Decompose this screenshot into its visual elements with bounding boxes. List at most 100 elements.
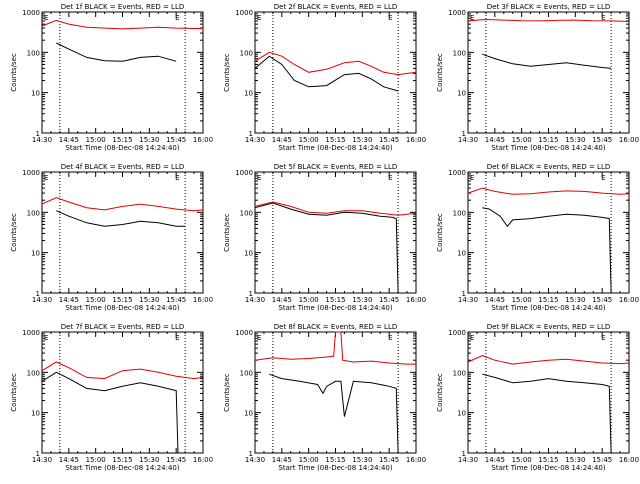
x-tick-label: 15:00 <box>299 136 319 144</box>
y-tick-label: 1000 <box>448 329 466 337</box>
x-tick-label: 14:45 <box>485 296 505 304</box>
interval-marker: E <box>470 14 474 22</box>
y-tick-label: 1 <box>36 290 40 298</box>
interval-marker: E <box>388 334 392 342</box>
interval-marker: E <box>388 14 392 22</box>
interval-marker: E <box>175 174 179 182</box>
plot-frame <box>41 11 204 134</box>
x-tick-label: 15:30 <box>139 456 159 464</box>
y-axis-label: Counts/sec <box>436 53 444 92</box>
chart-title: Det 6f BLACK = Events, RED = LLD <box>487 163 610 171</box>
x-tick-label: 15:30 <box>139 136 159 144</box>
y-tick-label: 100 <box>27 209 40 217</box>
x-tick-label: 15:00 <box>512 296 532 304</box>
y-tick-label: 10 <box>31 250 40 258</box>
series-line-lld <box>467 18 630 22</box>
interval-marker: E <box>175 334 179 342</box>
x-tick-label: 15:30 <box>565 296 585 304</box>
x-axis-label: Start Time (08-Dec-08 14:24:40) <box>65 144 179 152</box>
chart-title: Det 7f BLACK = Events, RED = LLD <box>61 323 184 331</box>
y-tick-label: 1 <box>36 130 40 138</box>
y-axis-label: Counts/sec <box>436 213 444 252</box>
x-axis-label: Start Time (08-Dec-08 14:24:40) <box>65 304 179 312</box>
y-tick-label: 1000 <box>448 169 466 177</box>
interval-marker: E <box>257 14 261 22</box>
y-tick-label: 1000 <box>235 329 253 337</box>
chart-panel-7: Det 7f BLACK = Events, RED = LLD E E 1 10 100… <box>10 323 213 472</box>
y-axis-label: Counts/sec <box>223 213 231 252</box>
x-tick-label: 14:30 <box>458 456 478 464</box>
x-tick-label: 15:45 <box>379 456 399 464</box>
x-tick-label: 15:15 <box>325 136 345 144</box>
x-tick-label: 15:30 <box>139 296 159 304</box>
x-tick-label: 14:30 <box>32 136 52 144</box>
x-tick-label: 14:30 <box>32 456 52 464</box>
x-tick-label: 14:45 <box>272 296 292 304</box>
x-tick-label: 15:45 <box>379 296 399 304</box>
interval-marker: E <box>44 174 48 182</box>
y-tick-label: 1000 <box>22 9 40 17</box>
x-tick-label: 14:30 <box>458 136 478 144</box>
x-tick-label: 15:15 <box>112 456 132 464</box>
y-tick-label: 10 <box>31 410 40 418</box>
x-tick-label: 15:00 <box>512 456 532 464</box>
plot-frame <box>254 11 417 134</box>
plot-frame <box>41 331 204 454</box>
series-line-events <box>56 210 186 227</box>
x-tick-label: 16:00 <box>619 136 639 144</box>
interval-marker: E <box>44 14 48 22</box>
x-tick-label: 16:00 <box>406 136 426 144</box>
x-tick-label: 15:30 <box>565 136 585 144</box>
x-tick-label: 15:00 <box>86 456 106 464</box>
y-tick-label: 10 <box>244 410 253 418</box>
x-tick-label: 15:45 <box>592 136 612 144</box>
chart-title: Det 4f BLACK = Events, RED = LLD <box>61 163 184 171</box>
x-tick-label: 15:45 <box>592 296 612 304</box>
y-tick-label: 100 <box>453 49 466 57</box>
y-tick-label: 100 <box>453 369 466 377</box>
chart-panel-8: Det 8f BLACK = Events, RED = LLD E E 1 10 100… <box>223 323 426 472</box>
x-tick-label: 15:15 <box>538 456 558 464</box>
chart-title: Det 1f BLACK = Events, RED = LLD <box>61 3 184 11</box>
series-line-lld <box>254 331 416 365</box>
x-tick-label: 14:45 <box>272 136 292 144</box>
x-tick-label: 15:15 <box>325 456 345 464</box>
interval-marker: E <box>601 14 605 22</box>
series-line-lld <box>41 361 204 380</box>
y-axis-label: Counts/sec <box>10 213 18 252</box>
y-tick-label: 1 <box>36 450 40 458</box>
x-tick-label: 16:00 <box>619 296 639 304</box>
x-tick-label: 14:45 <box>59 456 79 464</box>
chart-panel-6: Det 6f BLACK = Events, RED = LLD E E 1 10 100… <box>436 163 639 312</box>
chart-panel-4: Det 4f BLACK = Events, RED = LLD E E 1 10 100… <box>10 163 213 312</box>
y-tick-label: 100 <box>453 209 466 217</box>
chart-panel-1: Det 1f BLACK = Events, RED = LLD E E 1 10 100… <box>10 3 213 152</box>
y-tick-label: 1000 <box>22 169 40 177</box>
series-line-lld <box>254 51 417 76</box>
y-tick-label: 10 <box>244 250 253 258</box>
interval-marker: E <box>44 334 48 342</box>
x-tick-label: 15:15 <box>112 296 132 304</box>
y-tick-label: 100 <box>27 49 40 57</box>
x-tick-label: 15:00 <box>299 456 319 464</box>
y-tick-label: 1000 <box>235 169 253 177</box>
y-tick-label: 1 <box>249 450 253 458</box>
y-tick-label: 10 <box>457 90 466 98</box>
x-tick-label: 15:00 <box>299 296 319 304</box>
plot-frame <box>254 331 417 454</box>
x-tick-label: 15:45 <box>166 136 186 144</box>
y-tick-label: 100 <box>240 49 253 57</box>
y-axis-label: Counts/sec <box>223 373 231 412</box>
y-axis-label: Counts/sec <box>436 373 444 412</box>
x-tick-label: 14:30 <box>458 296 478 304</box>
x-tick-label: 15:00 <box>86 296 106 304</box>
x-tick-label: 16:00 <box>406 456 426 464</box>
x-tick-label: 15:45 <box>166 296 186 304</box>
x-tick-label: 15:15 <box>325 296 345 304</box>
y-tick-label: 1 <box>462 450 466 458</box>
x-tick-label: 14:45 <box>272 456 292 464</box>
y-tick-label: 10 <box>457 250 466 258</box>
series-line-events <box>482 373 612 454</box>
y-tick-label: 1 <box>462 290 466 298</box>
series-line-events <box>254 202 399 294</box>
